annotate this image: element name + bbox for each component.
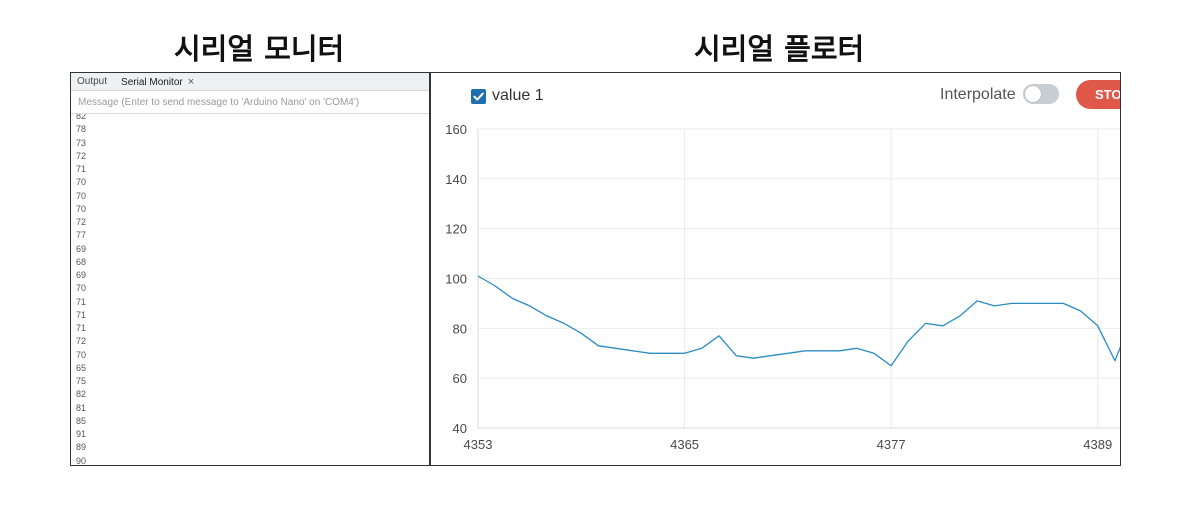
serial-line: 77: [76, 230, 87, 241]
serial-line: 91: [76, 429, 87, 439]
serial-line: 73: [76, 137, 87, 148]
tab-serial-monitor-label: Serial Monitor: [121, 76, 183, 88]
close-icon[interactable]: ×: [187, 75, 195, 88]
serial-line: 71: [76, 164, 87, 174]
serial-monitor-panel: Output Serial Monitor × 82 78 73 72 71 70 70 70 7…: [70, 72, 430, 466]
y-tick-label: 40: [453, 421, 467, 436]
serial-plotter-heading: 시리얼 플로터: [694, 32, 865, 66]
serial-line: 82: [76, 389, 87, 400]
tab-serial-monitor[interactable]: Serial Monitor ×: [121, 76, 194, 88]
serial-line: 69: [76, 270, 87, 280]
serial-line: 82: [76, 114, 87, 121]
serial-monitor-heading: 시리얼 모니터: [174, 32, 345, 66]
stop-button[interactable]: STOP: [1076, 80, 1121, 109]
serial-line: 78: [76, 124, 87, 135]
tab-output[interactable]: Output: [77, 76, 108, 87]
x-tick-label: 4389: [1083, 437, 1112, 452]
serial-line: 90: [76, 455, 87, 466]
serial-line: 70: [76, 203, 87, 214]
serial-line: 89: [76, 442, 87, 453]
y-tick-label: 100: [445, 272, 467, 287]
serial-line: 72: [76, 336, 87, 347]
serial-line: 70: [76, 283, 87, 294]
line-chart: 40 60 80 100 120 140 160 4353 4365 4377 4389: [445, 122, 1121, 452]
message-bar: [71, 91, 429, 114]
y-tick-label: 160: [445, 122, 467, 137]
serial-line: 65: [76, 362, 87, 373]
y-tick-label: 120: [445, 222, 467, 237]
y-tick-label: 80: [453, 321, 467, 336]
serial-line: 71: [76, 296, 87, 307]
serial-line: 71: [76, 309, 87, 320]
serial-line: 75: [76, 376, 87, 386]
serial-plotter-panel: 40 60 80 100 120 140 160 4353 4365 4377 4389 value…: [430, 72, 1121, 466]
x-tick-label: 4365: [670, 437, 699, 452]
x-tick-label: 4377: [877, 437, 906, 452]
toggle-knob: [1025, 86, 1041, 102]
plotter-right-border: [1120, 72, 1121, 466]
serial-output: 82 78 73 72 71 70 70 70 72 77 69 68 69 70 71 71 71 72 70 65…: [71, 114, 429, 465]
panel-tabs: Output Serial Monitor ×: [71, 73, 429, 91]
series-line-value-1: [477, 275, 1121, 367]
serial-line: 70: [76, 177, 87, 188]
x-tick-label: 4353: [464, 437, 493, 452]
serial-line: 71: [76, 323, 87, 333]
serial-line: 70: [76, 349, 87, 360]
serial-line: 81: [76, 402, 87, 413]
checkmark-icon: [473, 92, 484, 101]
y-tick-label: 60: [453, 371, 467, 386]
interpolate-label: Interpolate: [940, 86, 1016, 103]
y-tick-label: 140: [445, 172, 467, 187]
interpolate-toggle[interactable]: [1023, 84, 1059, 104]
serial-output-lines: 82 78 73 72 71 70 70 70 72 77 69 68 69 70 71 71 71 72 70 65…: [71, 114, 86, 465]
serial-line: 70: [76, 190, 87, 201]
serial-line: 68: [76, 256, 87, 267]
legend-checkbox[interactable]: [471, 89, 486, 104]
serial-line: 69: [76, 243, 87, 254]
serial-line: 72: [76, 150, 87, 161]
serial-line: 72: [76, 217, 87, 227]
legend-label: value 1: [492, 87, 544, 104]
serial-line: 85: [76, 415, 87, 426]
message-input[interactable]: [78, 96, 408, 108]
